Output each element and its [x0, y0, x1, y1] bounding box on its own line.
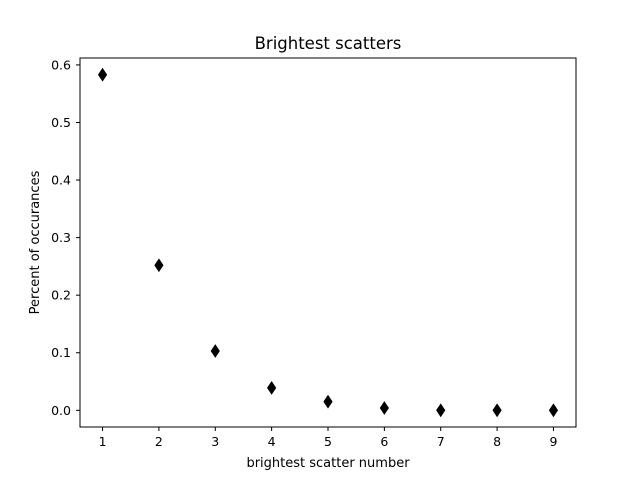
x-axis-label: brightest scatter number	[246, 456, 410, 471]
x-tick-label: 7	[437, 434, 445, 449]
chart-title: Brightest scatters	[255, 34, 402, 53]
x-tick-label: 4	[268, 434, 276, 449]
y-tick-label: 0.4	[51, 173, 71, 188]
data-point-diamond	[154, 258, 164, 273]
data-point-diamond	[492, 403, 502, 418]
data-point-diamond	[379, 401, 389, 415]
plot-frame	[79, 57, 577, 428]
y-axis: 0.0 0.1 0.2 0.3 0.4 0.5 0.6	[51, 57, 80, 418]
y-tick-label: 0.1	[51, 345, 71, 360]
y-tick-label: 0.5	[51, 115, 71, 130]
x-axis: 1 2 3 4 5 6 7 8 9	[99, 427, 557, 449]
data-point-diamond	[267, 380, 277, 395]
x-tick-label: 9	[549, 434, 557, 449]
data-point-diamond	[323, 394, 333, 409]
y-tick-label: 0.6	[51, 57, 71, 72]
x-tick-label: 2	[155, 434, 163, 449]
x-tick-label: 1	[99, 434, 107, 449]
data-point-diamond	[97, 67, 108, 82]
data-points	[97, 67, 559, 418]
y-axis-label: Percent of occurances	[28, 170, 43, 314]
x-tick-label: 6	[380, 434, 388, 449]
x-tick-label: 5	[324, 434, 332, 449]
y-tick-label: 0.2	[51, 288, 71, 303]
x-tick-label: 8	[493, 434, 501, 449]
x-tick-label: 3	[211, 434, 219, 449]
data-point-diamond	[548, 403, 559, 418]
y-tick-label: 0.0	[51, 403, 71, 418]
data-point-diamond	[436, 403, 446, 418]
data-point-diamond	[210, 344, 220, 358]
y-tick-label: 0.3	[51, 230, 71, 245]
